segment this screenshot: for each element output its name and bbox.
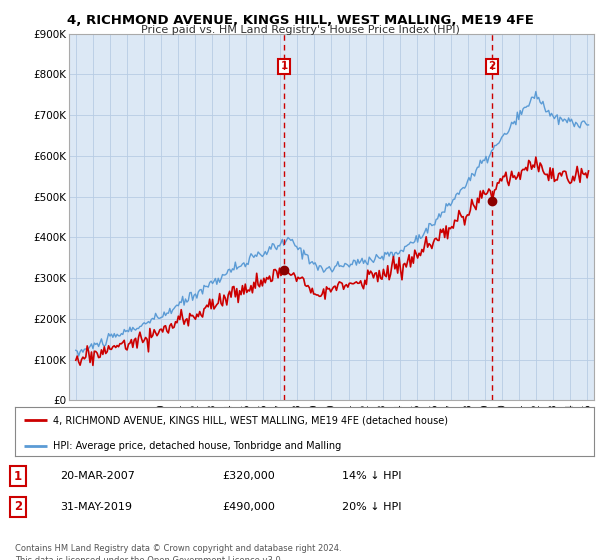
- Text: 20% ↓ HPI: 20% ↓ HPI: [342, 502, 401, 512]
- Text: HPI: Average price, detached house, Tonbridge and Malling: HPI: Average price, detached house, Tonb…: [53, 441, 341, 451]
- Text: 2: 2: [488, 61, 496, 71]
- Bar: [284, 34, 492, 400]
- Text: 4, RICHMOND AVENUE, KINGS HILL, WEST MALLING, ME19 4FE: 4, RICHMOND AVENUE, KINGS HILL, WEST MAL…: [67, 14, 533, 27]
- Text: 1: 1: [14, 469, 22, 483]
- Text: 4, RICHMOND AVENUE, KINGS HILL, WEST MALLING, ME19 4FE (detached house): 4, RICHMOND AVENUE, KINGS HILL, WEST MAL…: [53, 416, 448, 426]
- Text: 31-MAY-2019: 31-MAY-2019: [60, 502, 132, 512]
- Text: £320,000: £320,000: [222, 471, 275, 481]
- Text: 14% ↓ HPI: 14% ↓ HPI: [342, 471, 401, 481]
- Text: Contains HM Land Registry data © Crown copyright and database right 2024.
This d: Contains HM Land Registry data © Crown c…: [15, 544, 341, 560]
- Text: 2: 2: [14, 500, 22, 514]
- Text: 1: 1: [280, 61, 288, 71]
- Text: 20-MAR-2007: 20-MAR-2007: [60, 471, 135, 481]
- Text: Price paid vs. HM Land Registry's House Price Index (HPI): Price paid vs. HM Land Registry's House …: [140, 25, 460, 35]
- Text: £490,000: £490,000: [222, 502, 275, 512]
